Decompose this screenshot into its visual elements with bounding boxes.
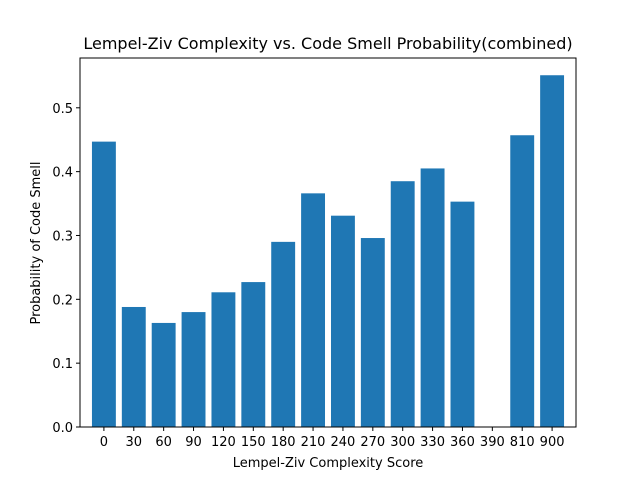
bar-330 <box>420 168 445 427</box>
bar-300 <box>390 181 415 427</box>
bar-30 <box>121 306 146 427</box>
chart-title: Lempel-Ziv Complexity vs. Code Smell Pro… <box>83 34 572 53</box>
x-tick-label: 30 <box>126 435 143 450</box>
x-tick-label: 810 <box>510 435 535 450</box>
bar-180 <box>271 241 296 427</box>
y-tick-label: 0.2 <box>52 293 73 308</box>
bar-810 <box>510 135 535 427</box>
bar-0 <box>91 141 116 428</box>
bar-120 <box>211 292 236 427</box>
y-axis-label: Probability of Code Smell <box>29 161 44 324</box>
x-tick-label: 270 <box>360 435 385 450</box>
bar-900 <box>540 75 565 427</box>
x-axis-label: Lempel-Ziv Complexity Score <box>233 456 424 471</box>
bar-150 <box>241 282 266 427</box>
x-tick-label: 0 <box>100 435 108 450</box>
x-axis-ticks: 0 30 60 90 120 150 180 210 240 270 300 330 360 390 810… <box>100 427 565 450</box>
bars-group <box>91 75 565 428</box>
plot-frame <box>79 57 577 428</box>
bar-210 <box>301 193 326 427</box>
y-tick-label: 0.3 <box>52 229 73 244</box>
bar-60 <box>151 322 176 427</box>
x-tick-label: 300 <box>390 435 415 450</box>
x-tick-label: 900 <box>540 435 565 450</box>
x-tick-label: 90 <box>185 435 202 450</box>
x-tick-label: 120 <box>211 435 236 450</box>
x-tick-label: 240 <box>331 435 356 450</box>
x-tick-label: 150 <box>241 435 266 450</box>
bar-270 <box>360 238 385 427</box>
x-tick-label: 360 <box>450 435 475 450</box>
y-tick-label: 0.0 <box>52 421 73 436</box>
x-tick-label: 330 <box>420 435 445 450</box>
y-axis-ticks: 0.0 0.1 0.2 0.3 0.4 0.5 <box>52 102 80 436</box>
y-tick-label: 0.1 <box>52 357 73 372</box>
bar-360 <box>450 201 475 427</box>
bar-240 <box>330 215 355 427</box>
x-tick-label: 210 <box>301 435 326 450</box>
bar-90 <box>181 312 206 427</box>
x-tick-label: 390 <box>480 435 505 450</box>
y-tick-label: 0.4 <box>52 166 73 181</box>
y-tick-label: 0.5 <box>52 102 73 117</box>
x-tick-label: 60 <box>155 435 172 450</box>
x-tick-label: 180 <box>271 435 296 450</box>
